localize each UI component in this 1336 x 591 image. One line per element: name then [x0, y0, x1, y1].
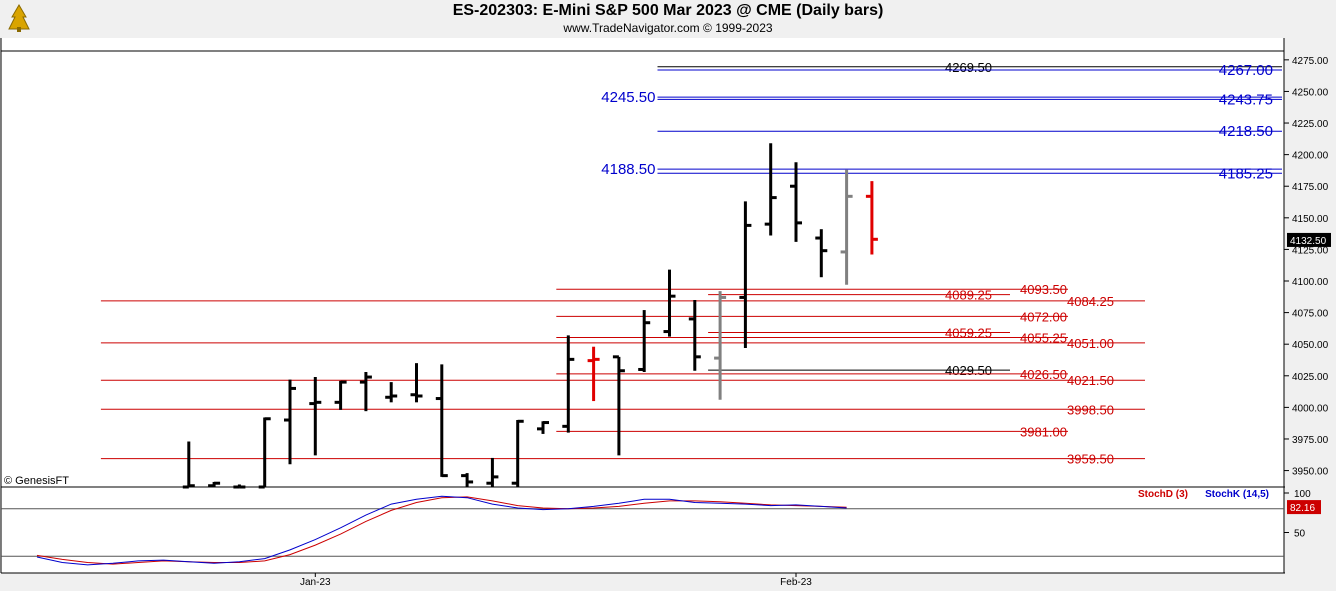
price-tick-label: 4275.00	[1292, 56, 1329, 67]
level-label: 3959.50	[1067, 452, 1114, 467]
level-label: 4084.25	[1067, 294, 1114, 309]
level-label: 4093.50	[1020, 282, 1067, 297]
level-label: 4055.25	[1020, 331, 1067, 346]
price-tick-label: 4025.00	[1292, 372, 1329, 383]
trade-navigator-logo-icon	[8, 4, 30, 32]
price-bar	[233, 484, 246, 489]
price-bar	[385, 382, 398, 403]
price-bar	[334, 380, 347, 410]
indicator-legend-label: StochD (3)	[1138, 489, 1188, 500]
price-bar	[486, 457, 499, 487]
copyright-label: © GenesisFT	[4, 475, 69, 487]
time-tick-label: Feb-23	[780, 577, 812, 588]
chart-subtitle: www.TradeNavigator.com © 1999-2023	[563, 21, 773, 35]
level-label: 3998.50	[1067, 402, 1114, 417]
price-bar	[461, 473, 474, 487]
price-bar	[714, 291, 727, 400]
chart-title: ES-202303: E-Mini S&P 500 Mar 2023 @ CME…	[452, 2, 884, 19]
price-bar	[764, 143, 777, 236]
price-bar	[284, 379, 296, 465]
price-tick-label: 4250.00	[1292, 87, 1329, 98]
level-label: 4029.50	[945, 363, 992, 378]
price-bars-layer	[182, 143, 878, 489]
level-label: 4269.50	[945, 60, 992, 75]
price-tick-label: 4200.00	[1292, 151, 1329, 162]
level-label: 4059.25	[945, 326, 992, 341]
price-bar	[790, 162, 802, 242]
level-label: 4185.25	[1219, 165, 1273, 182]
price-bar	[663, 269, 676, 337]
stoch-last-value-box	[1287, 500, 1321, 515]
level-label: 4026.50	[1020, 367, 1067, 382]
time-axis: Jan-23 Feb-23	[300, 573, 812, 588]
stoch-last-value-label: 82.16	[1290, 503, 1315, 514]
price-tick-label: 3950.00	[1292, 467, 1329, 478]
price-axis-background	[1285, 38, 1336, 591]
indicator-legend-label: StochK (14,5)	[1205, 489, 1269, 500]
price-bar	[815, 229, 828, 278]
price-bar	[840, 169, 853, 285]
price-bar	[587, 346, 600, 402]
level-label: 4218.50	[1219, 123, 1273, 140]
level-label: 4245.50	[601, 89, 655, 106]
price-tick-label: 4000.00	[1292, 403, 1329, 414]
price-bar	[435, 364, 448, 478]
price-bar	[688, 299, 701, 371]
price-bar	[562, 335, 575, 433]
price-bar	[612, 355, 625, 456]
price-bar	[182, 441, 195, 489]
price-bar	[410, 363, 423, 403]
stoch-series-line	[36, 495, 847, 566]
price-bar	[208, 481, 221, 488]
price-tick-label: 4175.00	[1292, 182, 1329, 193]
price-tick-label: 4225.00	[1292, 119, 1329, 130]
price-bar	[511, 419, 524, 487]
price-bar	[537, 421, 549, 434]
price-tick-label: 4100.00	[1292, 277, 1329, 288]
chart-header: ES-202303: E-Mini S&P 500 Mar 2023 @ CME…	[0, 0, 1336, 38]
level-label: 3981.00	[1020, 424, 1067, 439]
price-tick-label: 4075.00	[1292, 309, 1329, 320]
price-bar	[865, 181, 878, 255]
level-label: 4243.75	[1219, 91, 1273, 108]
stoch-tick-label: 50	[1294, 529, 1306, 540]
price-bar	[359, 371, 372, 412]
level-label: 4072.00	[1020, 309, 1067, 324]
price-bar	[638, 310, 651, 372]
level-label: 4267.00	[1219, 62, 1273, 79]
level-label: 4188.50	[601, 161, 655, 178]
price-tick-label: 4125.00	[1292, 245, 1329, 256]
levels-layer: 4269.50 4267.00 4245.50 4243.75 4218.50 4188.…	[100, 60, 1282, 467]
last-price-label: 4132.50	[1290, 236, 1327, 247]
stochastic-pane: 50 100 StochK (14,5) StochD (3) 82.16	[1, 489, 1321, 566]
price-tick-label: 4150.00	[1292, 214, 1329, 225]
time-axis-background	[1, 574, 1284, 591]
level-label: 4051.00	[1067, 336, 1114, 351]
price-bar	[258, 417, 271, 489]
stoch-tick-label: 100	[1294, 489, 1311, 500]
level-label: 4021.50	[1067, 373, 1114, 388]
price-tick-label: 3975.00	[1292, 435, 1329, 446]
stoch-series-line	[36, 496, 847, 565]
level-label: 4089.25	[945, 288, 992, 303]
price-bar	[309, 377, 322, 456]
last-price-box	[1287, 232, 1331, 247]
price-tick-label: 4050.00	[1292, 340, 1329, 351]
time-tick-label: Jan-23	[300, 577, 331, 588]
price-axis: 3950.00 3975.00 4000.00 4025.00 4050.00 4075.…	[1284, 56, 1331, 478]
price-bar	[739, 201, 752, 348]
